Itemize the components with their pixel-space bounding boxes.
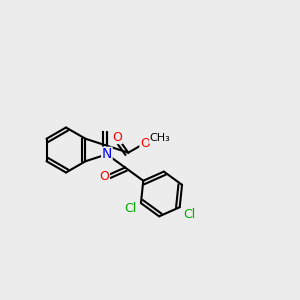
Text: CH₃: CH₃ — [149, 133, 170, 143]
Text: O: O — [140, 137, 150, 150]
Text: O: O — [100, 170, 110, 183]
Text: Cl: Cl — [124, 202, 136, 214]
Text: O: O — [112, 130, 122, 144]
Text: Cl: Cl — [183, 208, 196, 221]
Text: N: N — [102, 147, 112, 161]
